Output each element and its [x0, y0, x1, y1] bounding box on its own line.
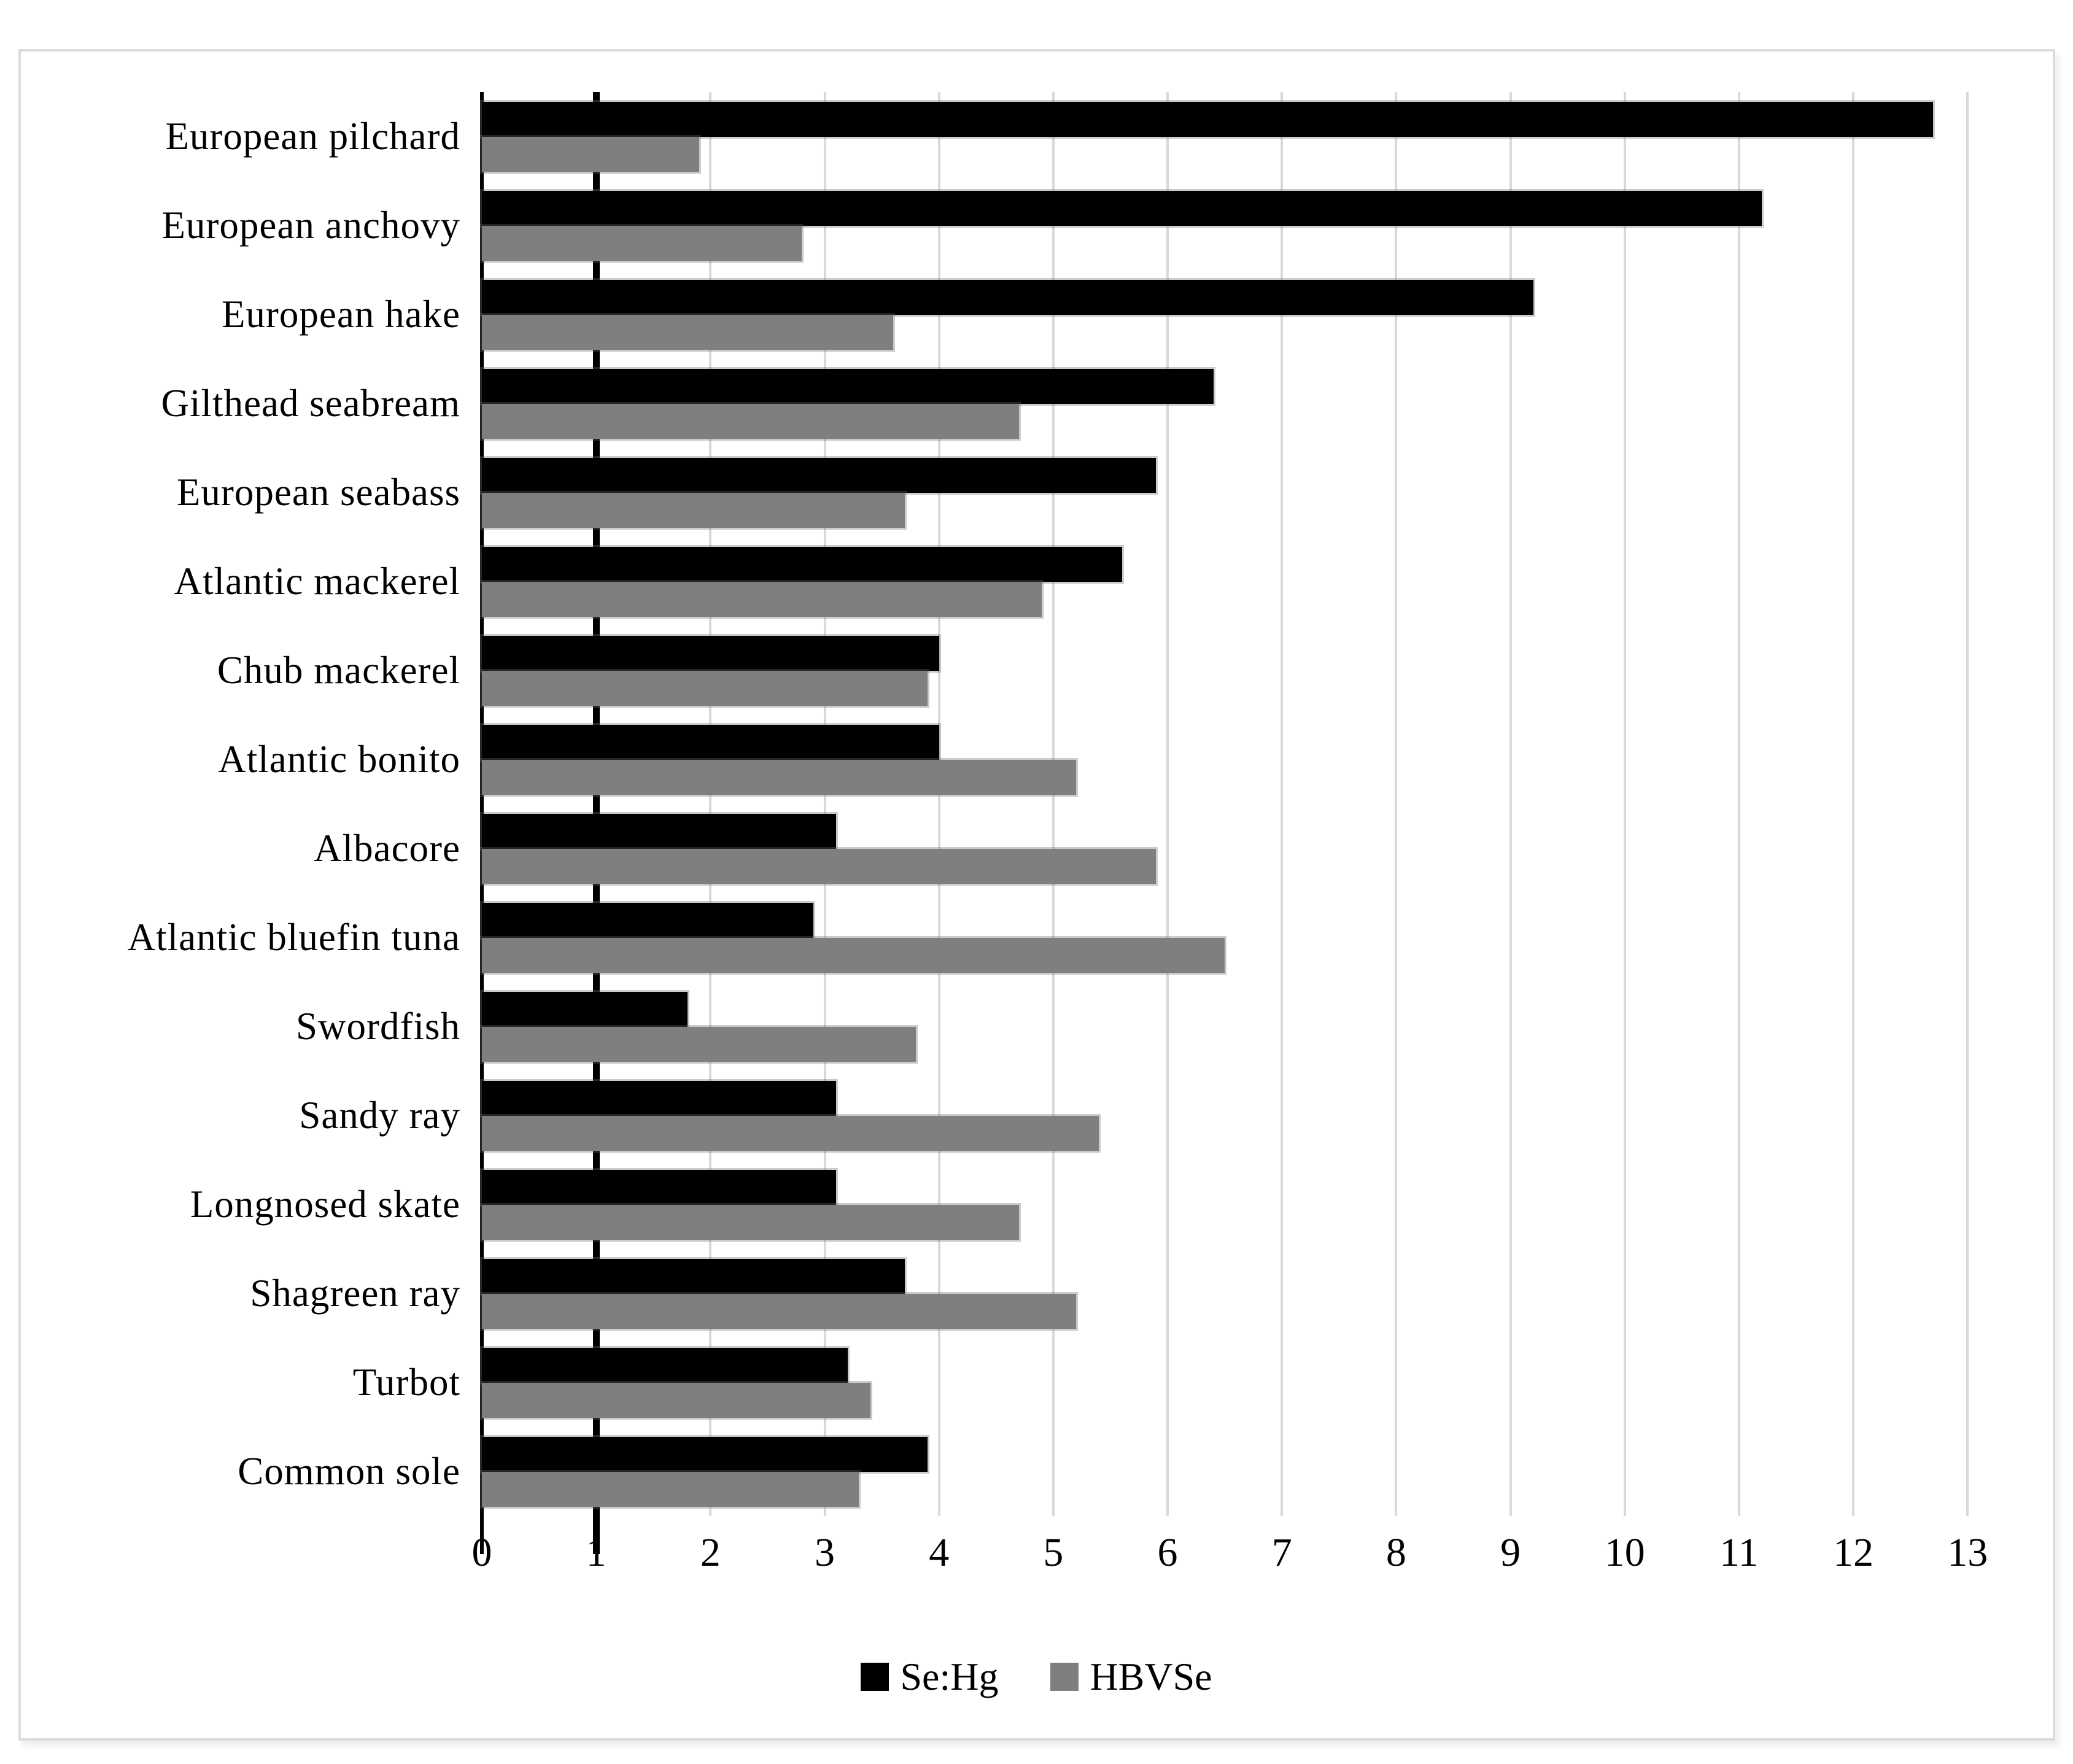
- legend-swatch-se-hg: [861, 1663, 889, 1691]
- gridline-x13: [1966, 92, 1969, 1516]
- category-label: European anchovy: [161, 204, 460, 247]
- bar-hbvse-13: [479, 1291, 1079, 1331]
- bar-se-hg-10: [479, 989, 690, 1029]
- category-label: Atlantic mackerel: [174, 560, 460, 603]
- x-tick-label-6: 6: [1157, 1530, 1178, 1575]
- gridline-x7: [1281, 92, 1284, 1516]
- x-tick-label-11: 11: [1719, 1530, 1759, 1575]
- bar-se-hg-13: [480, 1256, 907, 1296]
- category-label: Atlantic bluefin tuna: [127, 916, 460, 959]
- category-label: Swordfish: [295, 1005, 460, 1048]
- bar-hbvse-1: [479, 223, 804, 263]
- bar-se-hg-2: [480, 277, 1535, 317]
- x-tick-label-4: 4: [929, 1530, 950, 1575]
- legend-item-se-hg: Se:Hg: [861, 1654, 998, 1700]
- bar-hbvse-8: [479, 846, 1158, 886]
- category-label: Shagreen ray: [250, 1272, 460, 1315]
- category-label: European pilchard: [165, 115, 460, 158]
- bar-se-hg-15: [479, 1434, 930, 1474]
- category-label: Chub mackerel: [217, 649, 460, 692]
- legend-label-se-hg: Se:Hg: [900, 1655, 999, 1698]
- bar-hbvse-6: [479, 668, 930, 708]
- category-label: Albacore: [314, 827, 460, 870]
- bar-hbvse-7: [479, 757, 1079, 797]
- gridline-x11: [1737, 92, 1740, 1516]
- figure-border: [18, 49, 2055, 1741]
- bar-se-hg-4: [479, 455, 1158, 495]
- x-tick-label-1: 1: [586, 1530, 606, 1575]
- category-label: Common sole: [238, 1450, 460, 1493]
- x-tick-label-8: 8: [1385, 1530, 1406, 1575]
- legend-label-hbvse: HBVSe: [1090, 1655, 1212, 1698]
- gridline-x2: [709, 92, 712, 1516]
- category-label: Turbot: [352, 1361, 460, 1404]
- category-label: Sandy ray: [299, 1094, 460, 1137]
- gridline-x10: [1623, 92, 1626, 1516]
- bar-hbvse-0: [480, 134, 701, 174]
- bar-se-hg-8: [479, 811, 839, 851]
- gridline-x9: [1509, 92, 1512, 1516]
- legend-item-hbvse: HBVSe: [1050, 1654, 1212, 1700]
- category-label: Longnosed skate: [190, 1183, 460, 1226]
- gridline-x12: [1852, 92, 1855, 1516]
- bar-se-hg-14: [480, 1345, 850, 1385]
- category-label: European seabass: [176, 471, 460, 514]
- category-label: European hake: [221, 293, 460, 336]
- bar-hbvse-15: [479, 1469, 861, 1509]
- x-tick-label-7: 7: [1271, 1530, 1292, 1575]
- category-label: Atlantic bonito: [218, 738, 460, 781]
- x-tick-label-12: 12: [1833, 1530, 1874, 1575]
- bar-hbvse-5: [479, 579, 1044, 619]
- gridline-x8: [1395, 92, 1398, 1516]
- bar-se-hg-5: [480, 544, 1124, 584]
- x-tick-label-3: 3: [815, 1530, 835, 1575]
- gridline-x6: [1166, 92, 1169, 1516]
- bar-hbvse-9: [479, 935, 1227, 975]
- x-tick-label-2: 2: [700, 1530, 721, 1575]
- bar-se-hg-1: [479, 188, 1764, 228]
- bar-se-hg-7: [480, 722, 941, 762]
- bar-hbvse-11: [479, 1113, 1101, 1153]
- gridline-x4: [937, 92, 940, 1516]
- bar-hbvse-4: [480, 490, 907, 530]
- x-tick-label-10: 10: [1604, 1530, 1645, 1575]
- category-label: Gilthead seabream: [161, 382, 460, 425]
- legend: Se:Hg HBVSe: [0, 1654, 2073, 1700]
- bar-hbvse-12: [479, 1202, 1021, 1242]
- bar-hbvse-14: [480, 1380, 872, 1420]
- bar-hbvse-2: [479, 312, 896, 352]
- bar-se-hg-9: [480, 900, 815, 940]
- bar-se-hg-6: [480, 633, 941, 673]
- bar-hbvse-3: [479, 401, 1021, 441]
- x-tick-label-0: 0: [471, 1530, 492, 1575]
- x-tick-label-13: 13: [1947, 1530, 1988, 1575]
- bar-se-hg-12: [479, 1167, 839, 1207]
- bar-se-hg-3: [480, 366, 1215, 406]
- bar-se-hg-11: [479, 1078, 839, 1118]
- bar-hbvse-10: [479, 1024, 918, 1064]
- x-tick-label-5: 5: [1043, 1530, 1064, 1575]
- gridline-x3: [823, 92, 826, 1516]
- legend-swatch-hbvse: [1050, 1663, 1079, 1691]
- x-tick-label-9: 9: [1500, 1530, 1521, 1575]
- gridline-x5: [1052, 92, 1055, 1516]
- bar-se-hg-0: [479, 99, 1935, 139]
- plot-area: [479, 92, 2044, 1554]
